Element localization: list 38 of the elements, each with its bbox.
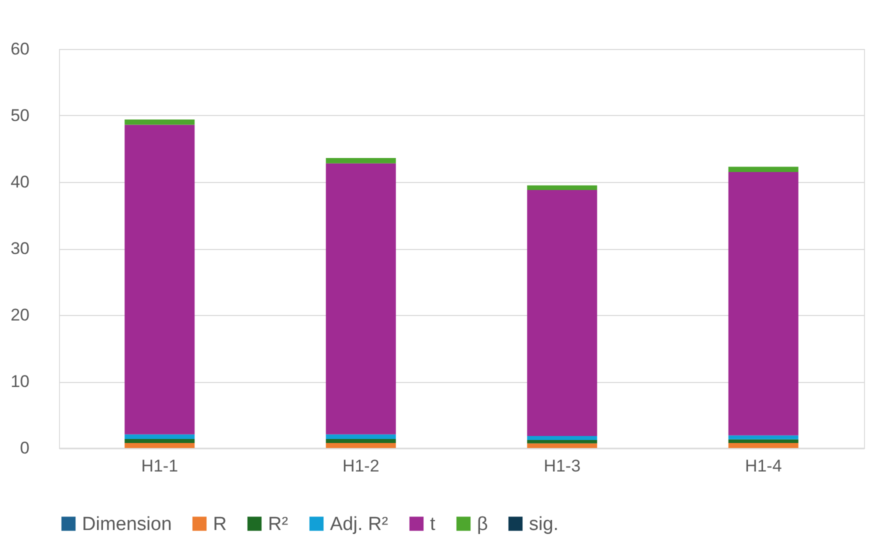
bar — [124, 439, 195, 444]
x-tick-label: H1-1 — [141, 456, 178, 476]
legend-label: t — [430, 514, 436, 535]
bar — [326, 163, 396, 434]
bar — [728, 443, 798, 448]
y-tick-label: 0 — [20, 438, 30, 458]
legend-label: R² — [268, 514, 288, 535]
legend-label: β — [477, 514, 488, 535]
bar — [124, 434, 195, 440]
bar — [124, 443, 195, 448]
bar — [326, 439, 396, 444]
legend-label: Dimension — [82, 514, 172, 535]
bar — [527, 443, 598, 448]
bar — [124, 124, 195, 434]
legend-label: R — [213, 514, 227, 535]
y-tick-label: 10 — [10, 372, 30, 391]
bar — [326, 434, 396, 440]
x-tick-label: H1-4 — [744, 456, 782, 476]
y-tick-label: 60 — [10, 40, 30, 58]
bar — [728, 439, 798, 444]
legend-label: Adj. R² — [330, 514, 388, 535]
bar — [527, 190, 598, 436]
bar — [326, 443, 396, 448]
x-tick-label: H1-3 — [544, 456, 581, 476]
bar — [527, 440, 598, 444]
bar — [527, 185, 598, 190]
y-tick-label: 50 — [10, 106, 30, 125]
bar — [728, 166, 798, 172]
y-tick-label: 20 — [10, 306, 30, 324]
bar — [728, 172, 798, 436]
legend-label: sig. — [529, 514, 559, 535]
x-tick-label: H1-2 — [342, 456, 380, 476]
y-tick-label: 40 — [10, 172, 30, 192]
y-tick-label: 30 — [10, 239, 30, 258]
bar — [527, 436, 598, 440]
bar — [326, 158, 396, 164]
bar — [124, 119, 195, 125]
bar — [728, 435, 798, 440]
